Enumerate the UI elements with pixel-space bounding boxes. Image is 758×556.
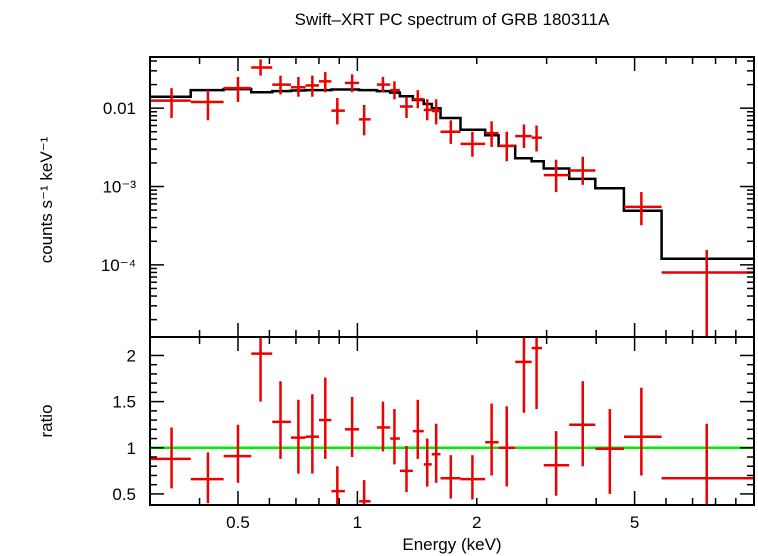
y-tick-label: 1.5	[112, 393, 136, 412]
data-point	[399, 96, 413, 118]
data-point	[412, 90, 424, 109]
ratio-point	[331, 466, 345, 505]
y-axis-label-counts: counts s⁻¹ keV⁻¹	[37, 136, 56, 263]
y-tick-label: 10⁻⁴	[101, 256, 136, 275]
ratio-panel: 0.5 1 2 5 0.5 1 1.5 2	[112, 336, 755, 532]
data-point	[390, 81, 400, 100]
ratio-point	[376, 401, 391, 452]
ratio-point	[543, 431, 570, 496]
data-point	[543, 159, 570, 193]
data-point	[485, 121, 499, 147]
y-tick-label: 1	[127, 439, 136, 458]
data-point	[272, 75, 291, 95]
x-tick-label: 5	[630, 513, 639, 532]
data-point	[190, 90, 224, 121]
data-point	[305, 75, 319, 97]
ratio-point	[460, 455, 486, 500]
x-tick-label: 2	[472, 513, 481, 532]
x-axis-label: Energy (keV)	[402, 535, 501, 554]
data-point	[515, 124, 532, 149]
data-point	[431, 99, 441, 125]
ratio-point	[531, 337, 542, 409]
ratio-point	[485, 403, 499, 476]
ratio-point	[498, 406, 516, 487]
ratio-point	[223, 424, 252, 483]
data-point	[423, 99, 432, 121]
ratio-point	[251, 337, 273, 402]
ratio-point	[515, 337, 532, 413]
ratio-point	[431, 423, 441, 483]
data-point	[460, 131, 486, 157]
ratio-point	[399, 445, 413, 493]
ratio-point	[440, 455, 461, 499]
chart-title: Swift–XRT PC spectrum of GRB 180311A	[295, 10, 610, 29]
ratio-point	[190, 452, 224, 504]
ratio-point	[412, 399, 424, 459]
data-point	[344, 74, 360, 93]
lower-frame	[149, 336, 755, 506]
data-point	[318, 71, 332, 93]
data-point	[376, 76, 391, 93]
y-tick-label: 2	[127, 346, 136, 365]
ratio-point	[390, 409, 400, 465]
x-tick-label: 0.5	[226, 513, 250, 532]
x-tick-label: 1	[353, 513, 362, 532]
data-point	[290, 76, 306, 97]
ratio-point	[423, 438, 432, 487]
data-point	[251, 59, 273, 76]
data-point	[498, 131, 516, 162]
ratio-point	[595, 409, 624, 494]
data-point	[359, 104, 371, 136]
ratio-point	[318, 377, 332, 459]
data-point	[623, 192, 662, 226]
y-tick-label: 0.01	[103, 99, 136, 118]
ratio-point	[623, 387, 662, 476]
y-tick-label: 10⁻³	[102, 178, 136, 197]
data-point	[223, 76, 252, 102]
ratio-point	[359, 480, 371, 505]
upper-frame	[149, 56, 755, 338]
ratio-point	[569, 381, 596, 467]
ratio-point	[150, 427, 191, 489]
y-axis-label-ratio: ratio	[37, 404, 56, 437]
y-tick-label: 0.5	[112, 485, 136, 504]
model-step-line	[150, 87, 754, 260]
ratio-point	[272, 381, 291, 459]
data-point	[531, 125, 542, 152]
data-point	[569, 156, 596, 185]
data-point	[440, 120, 461, 144]
ratio-point	[305, 394, 319, 474]
ratio-point	[290, 399, 306, 474]
ratio-point	[661, 423, 754, 505]
data-point	[661, 249, 754, 337]
data-point	[331, 97, 345, 125]
data-point	[150, 88, 191, 118]
ratio-point	[344, 397, 360, 457]
